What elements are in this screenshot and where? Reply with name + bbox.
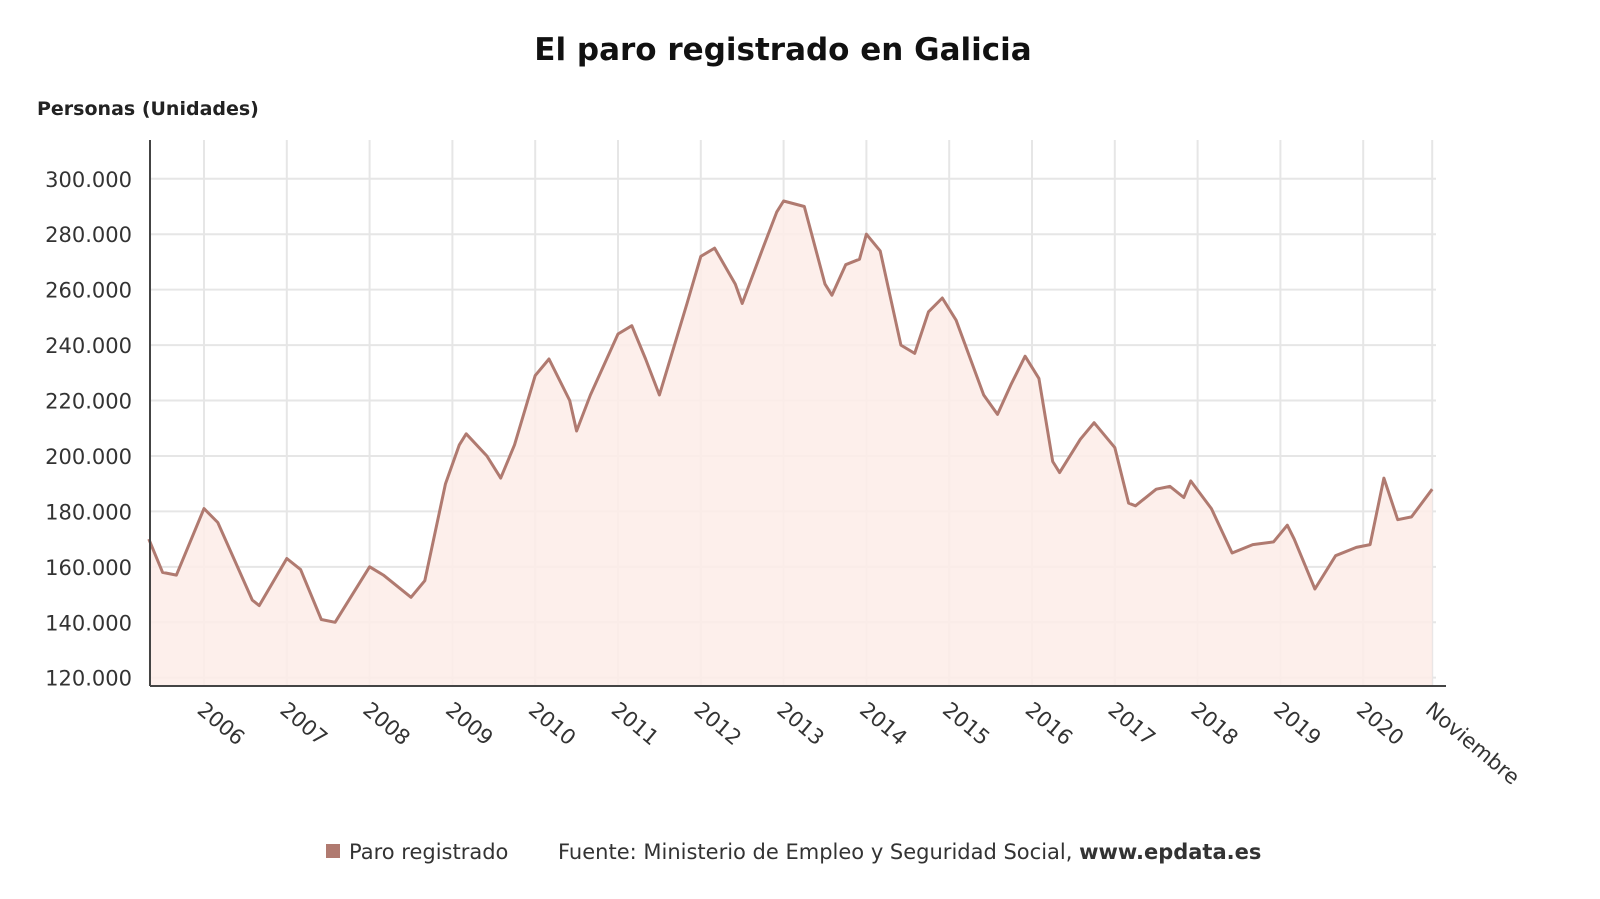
x-tick-label: Noviembre (1421, 697, 1524, 789)
chart-title: El paro registrado en Galicia (534, 32, 1031, 68)
x-tick-label: 2018 (1186, 697, 1242, 750)
y-tick-label: 300.000 (45, 168, 132, 192)
y-tick-label: 200.000 (45, 445, 132, 469)
y-tick-label: 240.000 (45, 334, 132, 358)
x-tick-label: 2015 (938, 697, 994, 750)
x-tick-label: 2006 (193, 697, 249, 750)
x-tick-label: 2011 (607, 697, 663, 750)
source-label: Fuente: Ministerio de Empleo y Seguridad… (558, 840, 1072, 864)
y-axis-label: Personas (Unidades) (37, 98, 259, 120)
series-area (148, 201, 1433, 686)
x-tick-label: 2019 (1269, 697, 1325, 750)
x-tick-labels: 2006 2007 2008 2009 2010 2011 2012 2013 2014 2015… (193, 697, 1524, 789)
series-line (147, 199, 1434, 624)
x-tick-label: 2010 (524, 697, 580, 750)
legend: Paro registrado Fuente: Ministerio de Em… (326, 840, 1261, 864)
y-tick-label: 220.000 (45, 390, 132, 414)
y-tick-labels: 120.000 140.000 160.000 180.000 200.000 220.0… (45, 168, 132, 691)
y-tick-label: 260.000 (45, 279, 132, 303)
source-site: www.epdata.es (1079, 840, 1261, 864)
x-tick-label: 2020 (1352, 697, 1408, 750)
y-tick-label: 180.000 (45, 500, 132, 524)
x-tick-label: 2012 (690, 697, 746, 750)
x-tick-label: 2007 (276, 697, 332, 750)
y-tick-label: 280.000 (45, 223, 132, 247)
x-tick-label: 2017 (1104, 697, 1160, 750)
x-tick-label: 2013 (772, 697, 828, 750)
y-tick-label: 140.000 (45, 611, 132, 635)
area-layer (147, 199, 1434, 686)
axes (149, 140, 1446, 687)
x-tick-label: 2008 (358, 697, 414, 750)
x-tick-label: 2016 (1021, 697, 1077, 750)
legend-label: Paro registrado (349, 840, 508, 864)
x-tick-label: 2014 (855, 697, 911, 750)
legend-swatch (326, 844, 340, 858)
y-tick-label: 120.000 (45, 667, 132, 691)
y-tick-label: 160.000 (45, 556, 132, 580)
x-tick-label: 2009 (441, 697, 497, 750)
source-text: Fuente: Ministerio de Empleo y Seguridad… (558, 840, 1261, 864)
